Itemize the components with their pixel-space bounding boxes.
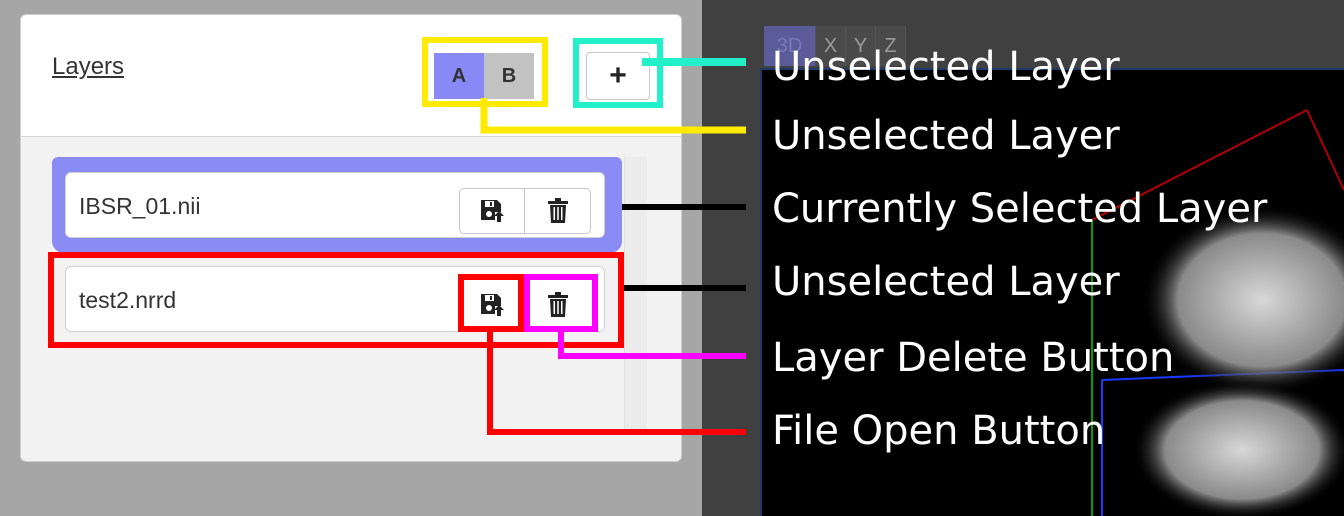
volume-render xyxy=(1091,109,1344,516)
highlight-file-open-button xyxy=(458,274,524,332)
tab-z[interactable]: Z xyxy=(876,26,906,66)
add-layer-button[interactable]: + xyxy=(586,52,650,100)
layers-panel: Layers A B + IBSR_01.nii xyxy=(20,14,682,462)
save-upload-icon xyxy=(481,294,504,316)
view-tabs: 3D X Y Z xyxy=(764,26,906,66)
layer-delete-button[interactable] xyxy=(525,282,591,328)
layer-name: test2.nrrd xyxy=(79,287,177,313)
callout-label: Unselected Layer xyxy=(772,44,1120,90)
callout-label: Currently Selected Layer xyxy=(772,186,1268,232)
tab-x[interactable]: X xyxy=(816,26,846,66)
layer-row-selected[interactable]: IBSR_01.nii xyxy=(65,172,605,238)
tab-y[interactable]: Y xyxy=(846,26,876,66)
layer-list-scrollbar[interactable] xyxy=(624,157,647,432)
trash-icon xyxy=(547,198,568,223)
layers-panel-header: Layers A B + xyxy=(21,15,681,137)
file-open-button[interactable] xyxy=(459,188,525,234)
file-open-button[interactable] xyxy=(459,282,525,328)
callout-label: Layer Delete Button xyxy=(772,335,1175,381)
trash-icon xyxy=(548,292,568,317)
tab-3d[interactable]: 3D xyxy=(764,26,816,66)
highlight-add-button xyxy=(573,38,663,108)
layer-list: IBSR_01.nii xyxy=(52,157,624,442)
highlight-unselected-row xyxy=(48,252,624,348)
layers-title[interactable]: Layers xyxy=(52,53,125,80)
save-upload-icon xyxy=(481,200,504,222)
callout-label: Unselected Layer xyxy=(772,259,1120,305)
group-b-button[interactable]: B xyxy=(484,53,534,99)
highlight-delete-button xyxy=(524,274,598,332)
3d-viewer-canvas[interactable] xyxy=(760,68,1344,516)
layer-name: IBSR_01.nii xyxy=(79,193,201,219)
layer-delete-button[interactable] xyxy=(525,188,591,234)
callout-label: File Open Button xyxy=(772,408,1106,454)
group-a-button[interactable]: A xyxy=(434,53,484,99)
callout-label: Unselected Layer xyxy=(772,113,1120,159)
